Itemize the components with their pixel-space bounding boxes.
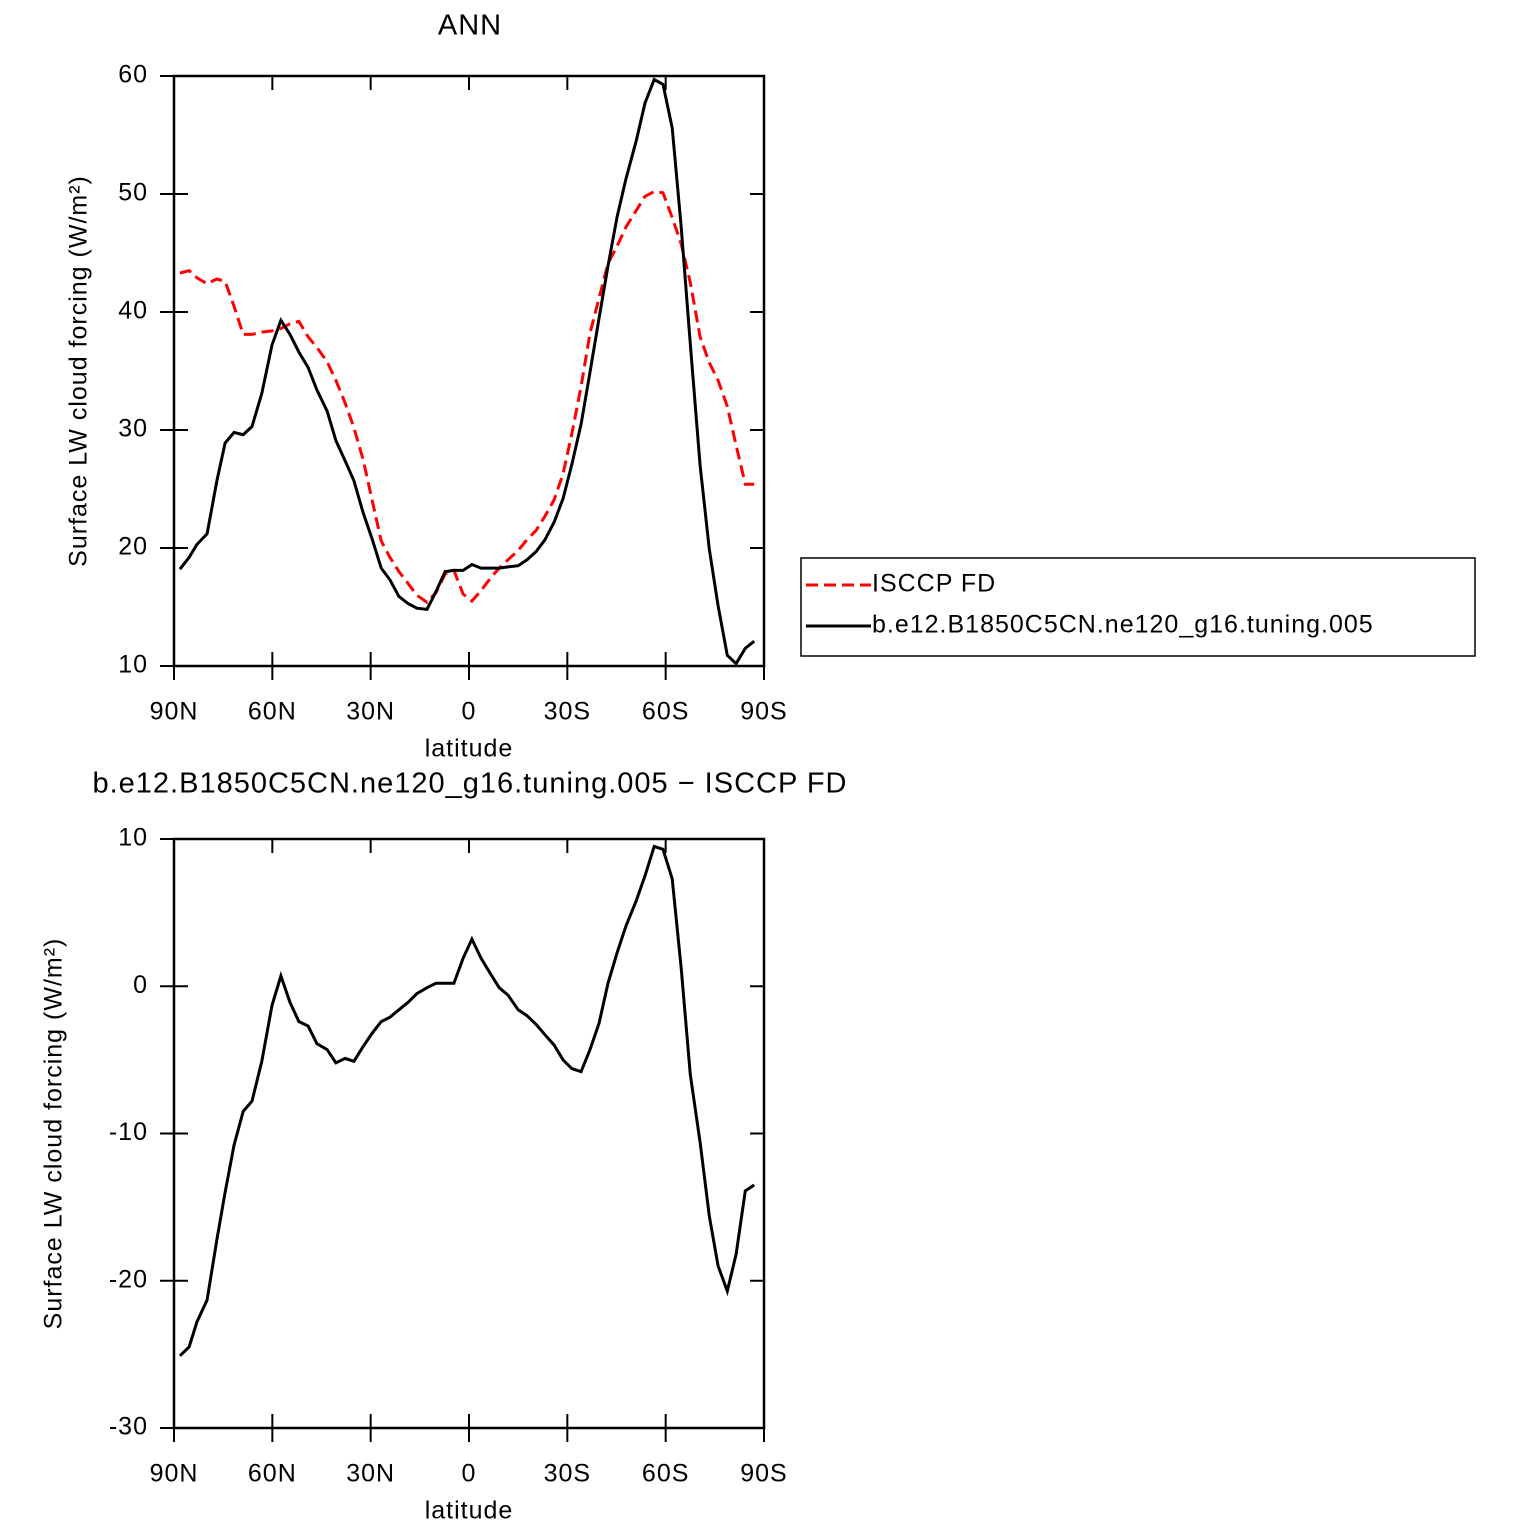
x-tick-label: 30N — [346, 1460, 395, 1488]
chart-title: b.e12.B1850C5CN.ne120_g16.tuning.005 − I… — [92, 768, 847, 800]
x-tick-label: 60S — [642, 698, 689, 726]
y-tick-label: 10 — [118, 824, 148, 852]
y-tick-label: -10 — [109, 1118, 148, 1146]
y-tick-label: 50 — [118, 179, 148, 207]
x-tick-label: 60S — [642, 1460, 689, 1488]
y-tick-label: 10 — [118, 651, 148, 679]
x-axis-label: latitude — [425, 735, 514, 763]
x-tick-label: 90N — [150, 1460, 199, 1488]
y-tick-label: 60 — [118, 61, 148, 89]
data-line — [178, 77, 756, 666]
x-tick-label: 0 — [462, 1460, 477, 1488]
y-axis-label: Surface LW cloud forcing (W/m²) — [40, 938, 68, 1330]
y-axis-label: Surface LW cloud forcing (W/m²) — [65, 175, 93, 567]
x-tick-label: 90S — [740, 698, 787, 726]
legend-box — [800, 557, 1476, 657]
plot-frame — [172, 837, 766, 1430]
x-tick-label: 90S — [740, 1460, 787, 1488]
data-line — [179, 190, 755, 605]
y-tick-label: 20 — [118, 533, 148, 561]
y-tick-label: 0 — [133, 971, 148, 999]
chart-title: ANN — [438, 10, 502, 42]
x-tick-label: 30N — [346, 698, 395, 726]
x-tick-label: 60N — [248, 1460, 297, 1488]
y-tick-label: 40 — [118, 297, 148, 325]
y-tick-label: -20 — [109, 1265, 148, 1293]
legend-label: b.e12.B1850C5CN.ne120_g16.tuning.005 — [872, 611, 1374, 639]
y-tick-label: -30 — [109, 1413, 148, 1441]
x-tick-label: 0 — [462, 698, 477, 726]
x-axis-label: latitude — [425, 1497, 514, 1525]
x-tick-label: 30S — [544, 698, 591, 726]
x-tick-label: 60N — [248, 698, 297, 726]
data-line — [178, 844, 756, 1357]
x-tick-label: 30S — [544, 1460, 591, 1488]
x-tick-label: 90N — [150, 698, 199, 726]
y-tick-label: 30 — [118, 415, 148, 443]
legend-label: ISCCP FD — [872, 570, 996, 598]
